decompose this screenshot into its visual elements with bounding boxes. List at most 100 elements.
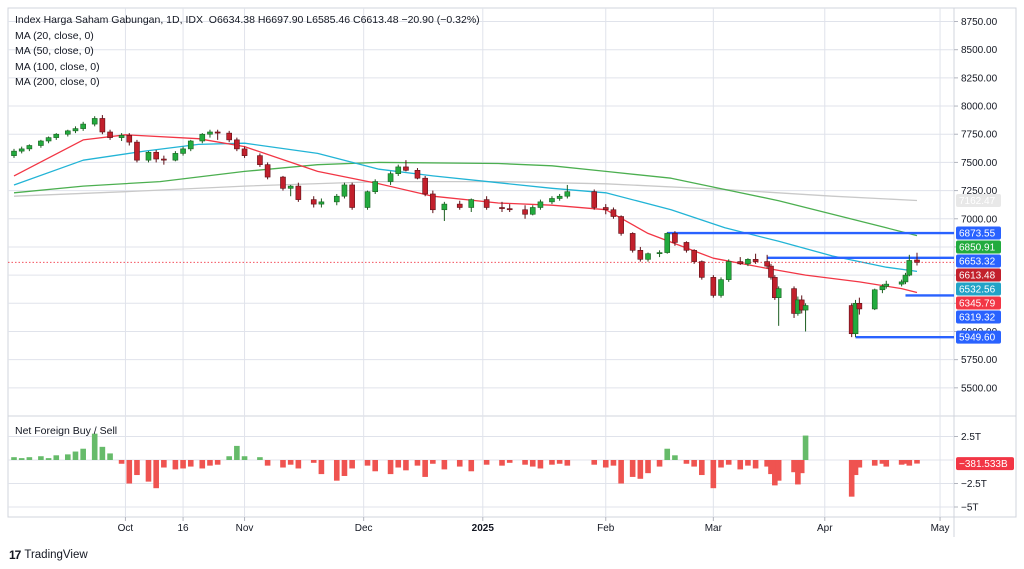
net-foreign-bar	[610, 460, 617, 466]
net-foreign-bar	[234, 445, 240, 460]
candle-body	[871, 289, 878, 310]
net-foreign-bar	[38, 456, 44, 460]
net-foreign-bar	[691, 460, 697, 467]
net-foreign-bar	[914, 460, 920, 464]
chart-legend: Index Harga Saham Gabungan, 1D, IDX O663…	[15, 13, 480, 91]
candle	[772, 275, 778, 300]
candle	[161, 155, 167, 165]
tradingview-logo-icon: 17	[9, 548, 21, 562]
ma100-line	[13, 161, 918, 237]
candle	[364, 190, 371, 210]
net-foreign-bar	[764, 460, 770, 467]
net-foreign-bar	[602, 460, 609, 468]
candle-body	[699, 261, 705, 278]
price-tag: 5949.60	[956, 330, 1001, 344]
candle-body	[683, 242, 690, 251]
candle	[699, 260, 705, 280]
net-foreign-bar	[422, 460, 428, 477]
candle	[45, 136, 52, 144]
net-foreign-bar	[556, 460, 563, 464]
candle	[187, 139, 194, 152]
sub-tick-label: −2.5T	[961, 479, 987, 490]
legend-ma200[interactable]: MA (200, close, 0)	[15, 76, 100, 88]
net-foreign-bar	[107, 453, 113, 460]
candle-body	[199, 133, 206, 142]
candle	[645, 252, 651, 262]
price-tag-label: 6613.48	[959, 271, 996, 282]
net-foreign-bar	[499, 460, 505, 466]
candle	[591, 189, 598, 210]
candle	[72, 126, 79, 134]
net-foreign-bar	[26, 457, 33, 460]
price-tag-bg	[956, 254, 1001, 268]
candle	[468, 198, 475, 212]
net-foreign-bar	[430, 460, 436, 464]
candle-body	[214, 131, 221, 134]
net-foreign-bar	[591, 460, 598, 465]
candle	[414, 168, 421, 180]
candle	[172, 151, 179, 162]
net-foreign-bar	[264, 460, 271, 466]
price-tag-label: 6850.91	[959, 243, 996, 254]
net-foreign-bar	[241, 456, 248, 460]
candle-body	[18, 148, 25, 152]
price-tag-bg	[956, 268, 1001, 282]
net-foreign-bar	[126, 460, 133, 484]
candle	[199, 133, 206, 144]
candle	[295, 182, 302, 202]
net-foreign-bar	[80, 448, 86, 460]
candle	[898, 279, 905, 287]
candle	[856, 297, 863, 315]
candle	[310, 196, 317, 208]
net-foreign-bar	[395, 460, 402, 468]
net-foreign-bar	[871, 460, 878, 466]
time-tick-label: Feb	[597, 523, 615, 534]
candle	[287, 184, 294, 197]
candle-body	[134, 141, 140, 161]
net-foreign-bar	[718, 460, 724, 468]
candle	[341, 182, 348, 199]
price-tag: 6653.32	[956, 254, 1001, 268]
legend-ma50[interactable]: MA (50, close, 0)	[15, 45, 94, 57]
candle	[153, 150, 159, 163]
candle-body	[45, 137, 52, 142]
net-foreign-bar	[99, 446, 106, 460]
candle	[529, 205, 536, 216]
net-foreign-bar	[287, 460, 294, 465]
net-foreign-bar	[441, 460, 448, 470]
candle-body	[852, 302, 859, 335]
sub-tick-label: 2.5T	[961, 432, 981, 443]
net-foreign-legend[interactable]: Net Foreign Buy / Sell	[15, 425, 118, 437]
candle-body	[914, 259, 920, 263]
candle-body	[898, 281, 905, 285]
legend-ma20[interactable]: MA (20, close, 0)	[15, 29, 94, 42]
candle	[610, 207, 617, 219]
candle	[883, 280, 890, 289]
candle-body	[333, 195, 340, 203]
net-foreign-bar	[856, 460, 863, 468]
candle	[99, 115, 106, 135]
legend-ma100[interactable]: MA (100, close, 0)	[15, 60, 100, 73]
net-foreign-bar	[710, 460, 717, 489]
candle-body	[537, 201, 544, 208]
candle-body	[207, 131, 213, 135]
candle-body	[591, 191, 598, 208]
net-foreign-bar	[883, 460, 890, 467]
net-foreign-bar	[791, 460, 797, 473]
candle	[602, 204, 609, 215]
net-foreign-bar	[656, 460, 663, 467]
net-foreign-bar	[456, 460, 463, 467]
net-foreign-bar	[280, 460, 286, 468]
candle-body	[629, 233, 636, 251]
candle	[672, 231, 678, 246]
tradingview-brand[interactable]: 17 TradingView	[9, 548, 88, 562]
net-foreign-bar	[737, 460, 744, 470]
candle	[914, 252, 920, 266]
candle-body	[737, 261, 744, 265]
candle-body	[772, 277, 778, 298]
candle	[318, 198, 325, 208]
net-foreign-bar	[775, 460, 782, 481]
candle-body	[318, 201, 325, 205]
candle	[264, 162, 271, 180]
